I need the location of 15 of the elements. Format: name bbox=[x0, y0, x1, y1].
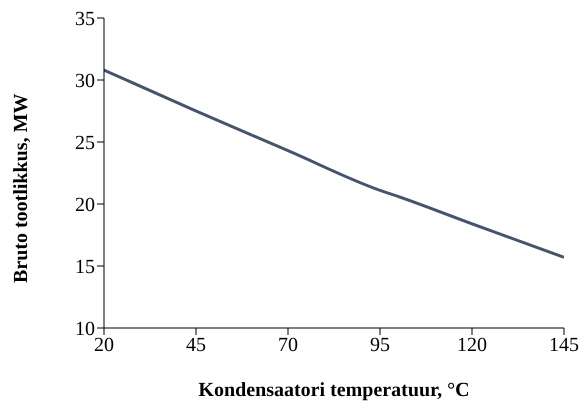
y-tick-label: 30 bbox=[75, 70, 95, 92]
x-tick-label: 95 bbox=[370, 334, 390, 356]
y-tick-label: 35 bbox=[75, 8, 95, 30]
line-series bbox=[104, 68, 564, 259]
x-tick-label: 45 bbox=[186, 334, 206, 356]
y-tick-label: 15 bbox=[75, 256, 95, 278]
x-tick-label: 120 bbox=[457, 334, 487, 356]
y-tick-label: 20 bbox=[75, 194, 95, 216]
x-tick-label: 70 bbox=[278, 334, 298, 356]
y-tick-label: 10 bbox=[75, 318, 95, 340]
x-tick-label: 20 bbox=[94, 334, 114, 356]
x-tick-label: 145 bbox=[549, 334, 579, 356]
x-axis-title: Kondensaatori temperatuur, °C bbox=[198, 379, 470, 401]
y-tick-label: 25 bbox=[75, 132, 95, 154]
y-axis-title: Bruto tootlikkus, MW bbox=[10, 94, 32, 283]
